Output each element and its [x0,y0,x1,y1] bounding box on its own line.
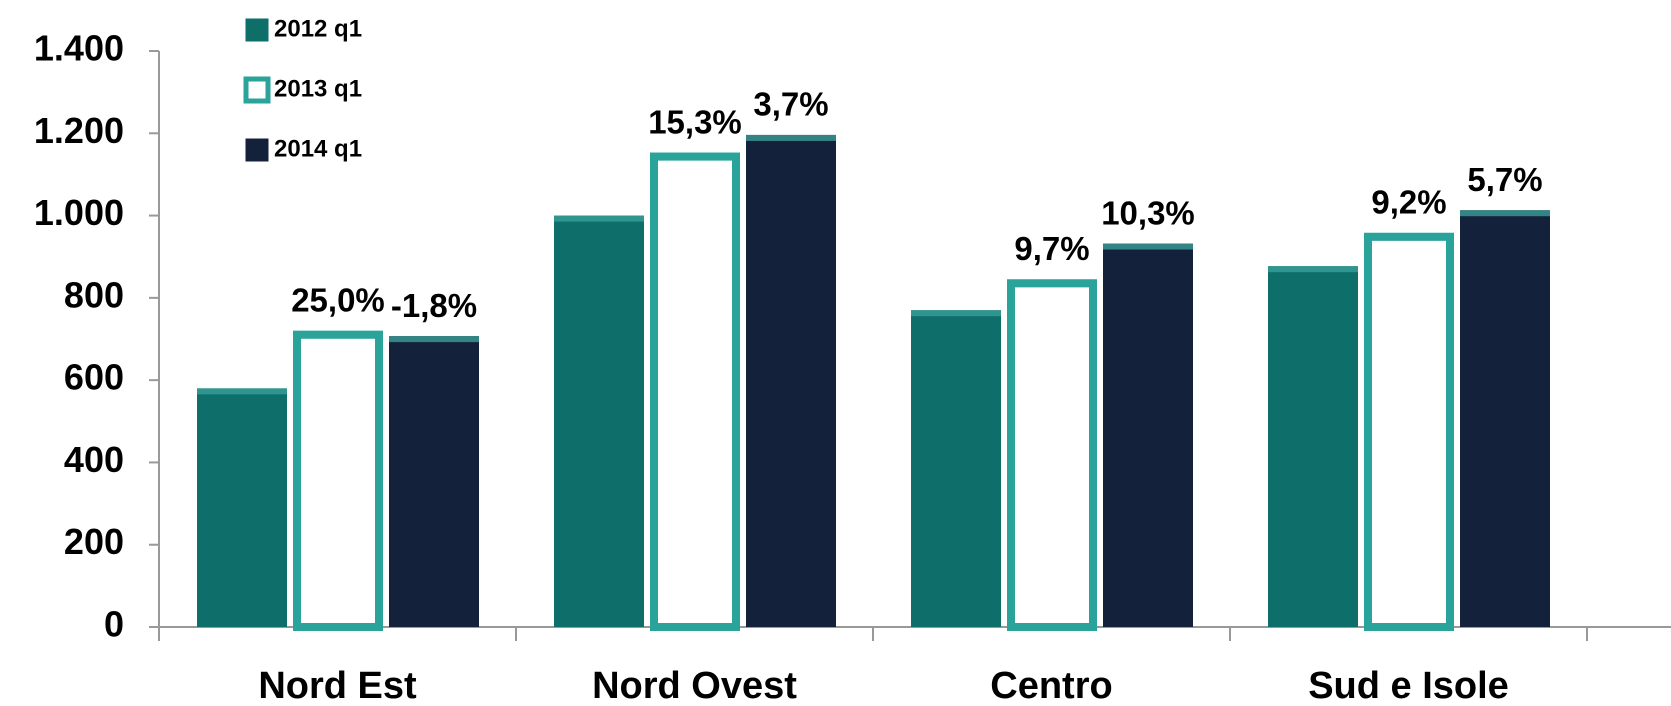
legend-label: 2013 q1 [274,75,362,102]
bar-bevel [197,388,287,395]
bar-bevel [746,134,836,141]
legend-label: 2012 q1 [274,15,362,42]
bar-bevel [1007,279,1097,286]
bar [1268,266,1358,627]
data-label: 5,7% [1467,161,1542,198]
bar [1007,279,1097,631]
bar-bevel [1364,232,1454,239]
legend-swatch [245,18,269,42]
bar [650,152,740,631]
y-tick-label: 400 [64,439,124,480]
bar-bevel [554,215,644,222]
bar-bevel [1460,210,1550,217]
bar [293,330,383,631]
data-label: 15,3% [648,103,742,140]
bar-bevel [389,336,479,343]
y-tick-label: 1.400 [34,28,124,69]
bar [197,388,287,627]
bar [911,310,1001,627]
bar [389,336,479,627]
bar-bevel [911,310,1001,317]
data-label: 25,0% [291,281,385,318]
bar [1103,243,1193,627]
bar [554,215,644,628]
bar-bevel [1103,243,1193,250]
data-label: 3,7% [753,86,828,123]
y-tick-label: 1.200 [34,110,124,151]
x-tick-label: Nord Est [258,665,417,706]
data-label: 9,7% [1014,230,1089,267]
legend-swatch [243,76,271,104]
y-tick-label: 600 [64,357,124,398]
data-label: 10,3% [1101,194,1195,231]
y-tick-label: 800 [64,274,124,315]
legend-swatch [245,138,269,162]
legend-label: 2014 q1 [274,135,362,162]
bar [1364,232,1454,631]
bar-bevel [650,152,740,159]
bar-bevel [293,330,383,337]
x-tick-label: Sud e Isole [1308,665,1509,706]
y-tick-label: 1.000 [34,192,124,233]
bar [746,134,836,627]
x-tick-label: Centro [990,665,1112,706]
data-label: 9,2% [1371,184,1446,221]
x-tick-label: Nord Ovest [592,665,797,706]
bar-bevel [1268,266,1358,273]
data-label: -1,8% [391,287,477,324]
bar [1460,210,1550,628]
y-tick-label: 0 [104,604,124,645]
y-tick-label: 200 [64,521,124,562]
